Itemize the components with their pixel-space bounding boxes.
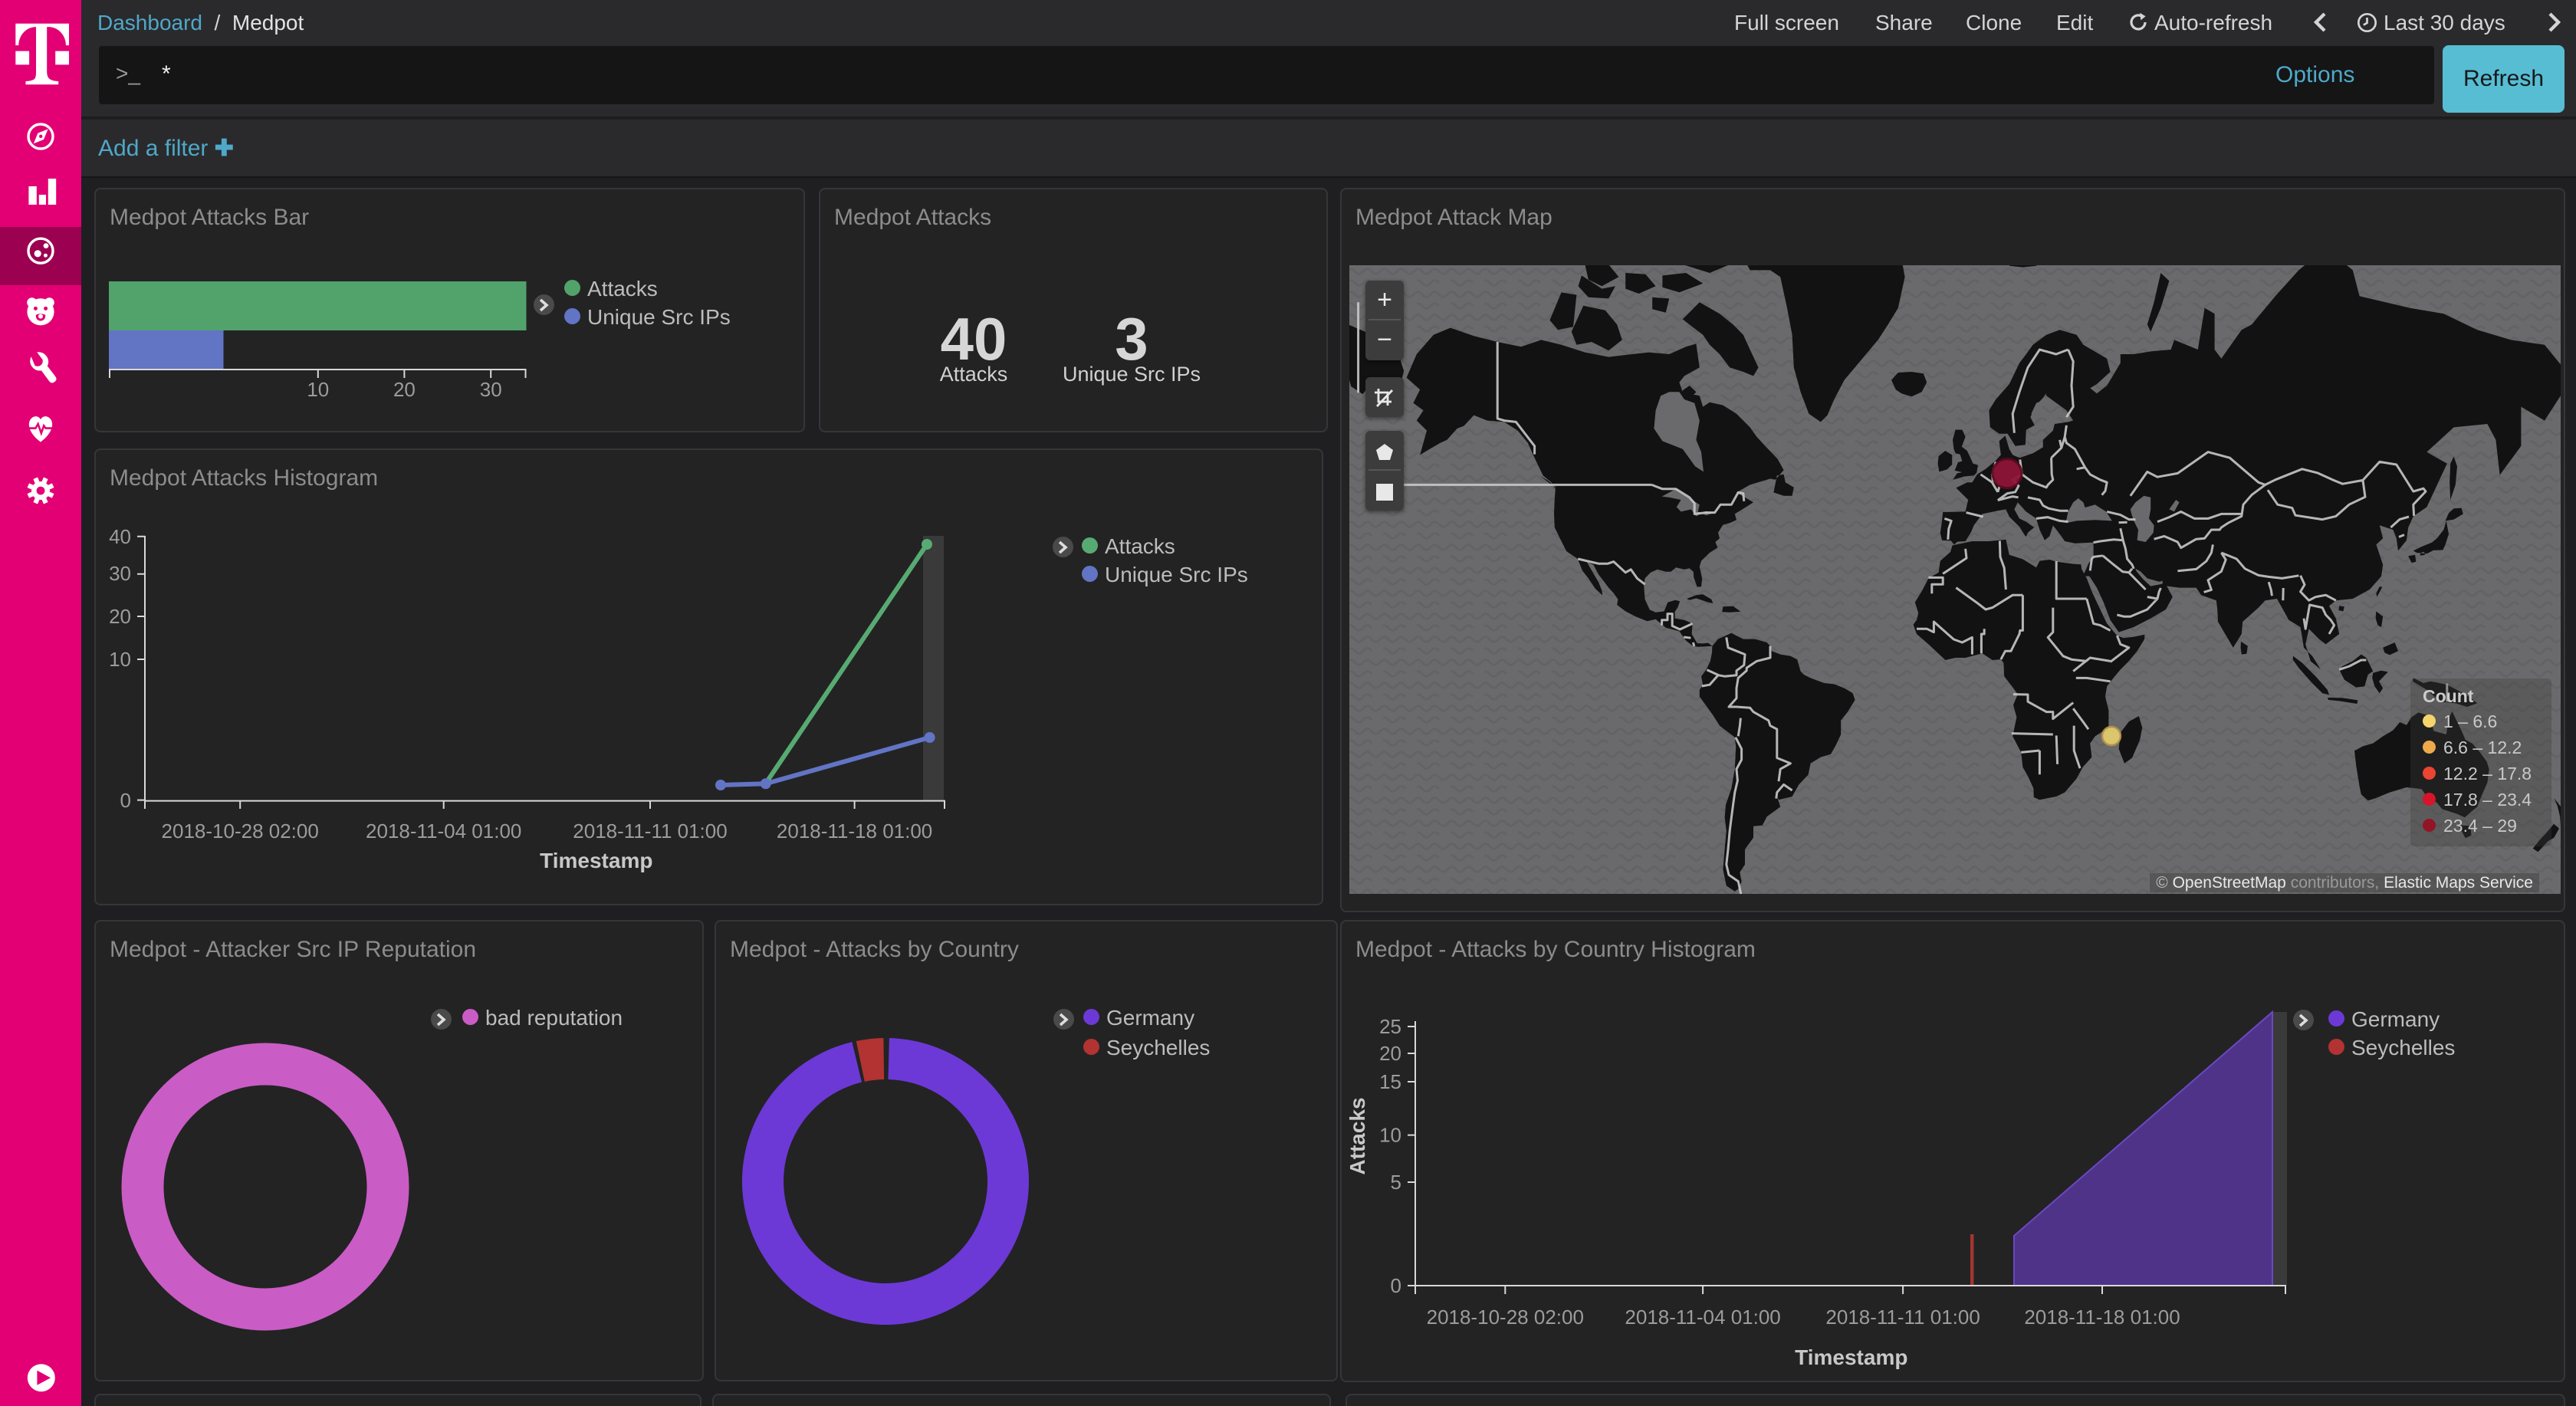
svg-text:20: 20	[393, 378, 415, 401]
svg-text:2018-11-18 01:00: 2018-11-18 01:00	[777, 820, 932, 843]
svg-text:30: 30	[479, 378, 501, 401]
svg-text:5: 5	[1391, 1171, 1401, 1194]
svg-text:Timestamp: Timestamp	[540, 849, 652, 872]
svg-text:30: 30	[109, 562, 131, 585]
svg-text:15: 15	[1379, 1070, 1401, 1093]
svg-text:20: 20	[109, 605, 131, 628]
svg-text:25: 25	[1379, 1015, 1401, 1038]
svg-text:40: 40	[109, 525, 131, 548]
svg-text:0: 0	[1391, 1274, 1401, 1297]
svg-text:10: 10	[109, 648, 131, 671]
svg-text:0: 0	[120, 789, 131, 812]
svg-text:Attacks: Attacks	[1346, 1097, 1369, 1174]
svg-text:2018-11-18 01:00: 2018-11-18 01:00	[2024, 1306, 2180, 1329]
svg-text:2018-11-04 01:00: 2018-11-04 01:00	[366, 820, 521, 843]
svg-text:2018-10-28 02:00: 2018-10-28 02:00	[162, 820, 319, 843]
svg-text:20: 20	[1379, 1042, 1401, 1065]
svg-text:10: 10	[1379, 1124, 1401, 1147]
svg-text:2018-11-04 01:00: 2018-11-04 01:00	[1625, 1306, 1780, 1329]
svg-text:Timestamp: Timestamp	[1795, 1345, 1907, 1369]
svg-text:10: 10	[307, 378, 329, 401]
svg-text:2018-10-28 02:00: 2018-10-28 02:00	[1427, 1306, 1584, 1329]
svg-text:2018-11-11 01:00: 2018-11-11 01:00	[573, 820, 727, 843]
svg-text:2018-11-11 01:00: 2018-11-11 01:00	[1825, 1306, 1980, 1329]
